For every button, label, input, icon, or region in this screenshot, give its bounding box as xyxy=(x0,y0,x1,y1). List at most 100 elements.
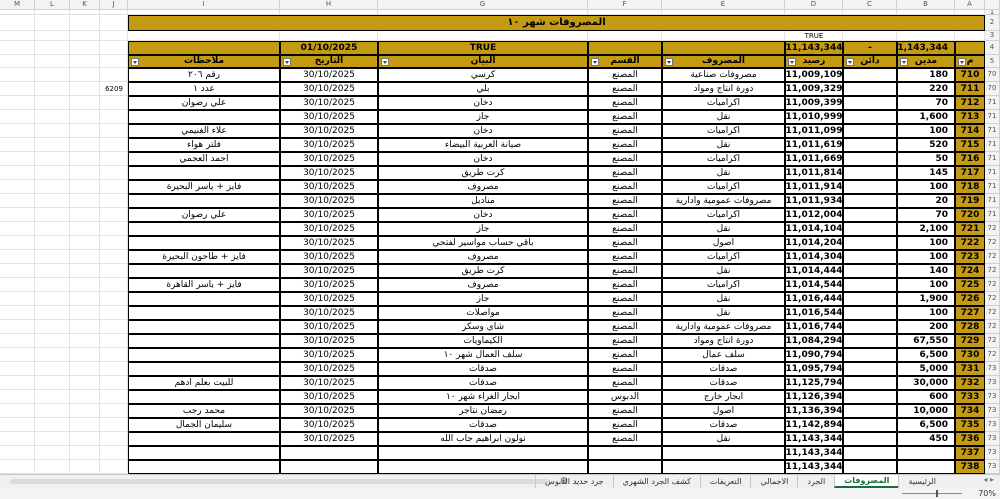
cell-balance[interactable]: 11,014,444 xyxy=(785,264,843,278)
grid-cell[interactable] xyxy=(70,306,100,320)
grid-cell[interactable] xyxy=(35,222,70,236)
grid-cell[interactable] xyxy=(35,264,70,278)
grid-cell[interactable] xyxy=(0,55,35,68)
cell-notes[interactable]: علي رضوان xyxy=(128,208,280,222)
cell-debit[interactable]: 10,000 xyxy=(897,404,955,418)
cell-date[interactable]: 30/10/2025 xyxy=(280,264,378,278)
grid-cell[interactable] xyxy=(0,152,35,166)
cell-statement[interactable]: جاز xyxy=(378,222,588,236)
cell-statement[interactable]: صدقات xyxy=(378,418,588,432)
cell-balance[interactable]: 11,143,344 xyxy=(785,432,843,446)
row-header[interactable]: 72 xyxy=(985,320,1000,334)
cell-statement[interactable]: مصروف xyxy=(378,278,588,292)
cell-statement[interactable]: مصروف xyxy=(378,180,588,194)
empty-cell[interactable] xyxy=(128,166,280,180)
filter-button[interactable] xyxy=(958,58,966,66)
cell-no[interactable]: 713 xyxy=(955,110,985,124)
grid-cell[interactable] xyxy=(0,376,35,390)
cell-statement[interactable]: مواصلات xyxy=(378,306,588,320)
cell-dept[interactable]: المصنع xyxy=(588,124,662,138)
row-header[interactable]: 72 xyxy=(985,306,1000,320)
cell-no[interactable]: 712 xyxy=(955,96,985,110)
cell-date[interactable]: 30/10/2025 xyxy=(280,250,378,264)
grid-cell[interactable] xyxy=(70,194,100,208)
cell-debit[interactable]: 180 xyxy=(897,68,955,82)
cell-notes[interactable]: علاء الغنيمي xyxy=(128,124,280,138)
cell-expense[interactable]: اكراميات xyxy=(662,180,785,194)
cell-dept[interactable]: المصنع xyxy=(588,250,662,264)
cell-statement[interactable]: الكيماويات xyxy=(378,334,588,348)
cell-date[interactable]: 30/10/2025 xyxy=(280,236,378,250)
cell-dept[interactable]: المصنع xyxy=(588,82,662,96)
cell-statement[interactable]: كرسي xyxy=(378,68,588,82)
empty-cell[interactable] xyxy=(843,68,897,82)
grid-cell[interactable] xyxy=(70,68,100,82)
cell-dept[interactable]: المصنع xyxy=(588,152,662,166)
grid-cell[interactable] xyxy=(35,432,70,446)
grid-cell[interactable] xyxy=(0,166,35,180)
cell-balance[interactable]: 11,014,304 xyxy=(785,250,843,264)
grid-cell[interactable] xyxy=(35,250,70,264)
cell-dept[interactable]: المصنع xyxy=(588,110,662,124)
empty-cell[interactable] xyxy=(128,194,280,208)
row-header[interactable]: 71 xyxy=(985,194,1000,208)
filter-button[interactable] xyxy=(846,58,854,66)
cell-balance[interactable]: 11,016,744 xyxy=(785,320,843,334)
cell-no[interactable]: 716 xyxy=(955,152,985,166)
cell-date[interactable]: 30/10/2025 xyxy=(280,348,378,362)
cell-debit[interactable]: 6,500 xyxy=(897,348,955,362)
cell-no[interactable]: 729 xyxy=(955,334,985,348)
grid-cell[interactable] xyxy=(35,208,70,222)
grid-cell[interactable] xyxy=(378,10,588,15)
cell-dept[interactable]: المصنع xyxy=(588,194,662,208)
cell-debit[interactable]: 140 xyxy=(897,264,955,278)
grid-cell[interactable] xyxy=(0,460,35,474)
cell-statement[interactable]: دخان xyxy=(378,152,588,166)
cell-statement[interactable]: دخان xyxy=(378,124,588,138)
cell-no[interactable]: 730 xyxy=(955,348,985,362)
cell-date[interactable]: 30/10/2025 xyxy=(280,390,378,404)
cell-debit[interactable]: 100 xyxy=(897,306,955,320)
cell-date[interactable]: 30/10/2025 xyxy=(280,306,378,320)
cell-debit[interactable]: 70 xyxy=(897,208,955,222)
row-header[interactable]: 72 xyxy=(985,278,1000,292)
cell-expense[interactable]: اكراميات xyxy=(662,250,785,264)
grid-cell[interactable] xyxy=(35,15,70,31)
row-header[interactable]: 71 xyxy=(985,138,1000,152)
grid-cell[interactable] xyxy=(35,152,70,166)
empty-cell[interactable] xyxy=(280,446,378,460)
grid-cell[interactable] xyxy=(100,446,128,460)
cell-balance[interactable]: 11,009,399 xyxy=(785,96,843,110)
empty-cell[interactable] xyxy=(843,404,897,418)
grid-cell[interactable] xyxy=(100,418,128,432)
grid-cell[interactable] xyxy=(70,124,100,138)
grid-cell[interactable] xyxy=(35,110,70,124)
grid-cell[interactable] xyxy=(100,31,128,41)
cell-balance[interactable]: 11,084,294 xyxy=(785,334,843,348)
cell-debit[interactable]: 1,900 xyxy=(897,292,955,306)
cell-balance[interactable]: 11,009,109 xyxy=(785,68,843,82)
empty-cell[interactable] xyxy=(280,460,378,474)
cell-notes[interactable]: محمد رجب xyxy=(128,404,280,418)
cell-date[interactable]: 30/10/2025 xyxy=(280,180,378,194)
cell-expense[interactable]: سلف عمال xyxy=(662,348,785,362)
cell-debit[interactable]: 100 xyxy=(897,124,955,138)
empty-cell[interactable] xyxy=(128,446,280,460)
empty-cell[interactable] xyxy=(128,348,280,362)
grid-cell[interactable] xyxy=(35,194,70,208)
cell-statement[interactable]: صدقات xyxy=(378,376,588,390)
cell-expense[interactable]: صدقات xyxy=(662,362,785,376)
cell-statement[interactable]: نولون ابراهيم جاب الله xyxy=(378,432,588,446)
grid-cell[interactable] xyxy=(70,55,100,68)
empty-cell[interactable] xyxy=(843,432,897,446)
cell-dept[interactable]: المصنع xyxy=(588,68,662,82)
grid-cell[interactable] xyxy=(100,292,128,306)
empty-cell[interactable] xyxy=(843,320,897,334)
row-header[interactable]: 70 xyxy=(985,82,1000,96)
grid-cell[interactable] xyxy=(100,41,128,55)
cell-statement[interactable]: سلف العمال شهر ١٠ xyxy=(378,348,588,362)
filter-button[interactable] xyxy=(283,58,291,66)
cell-dept[interactable]: المصنع xyxy=(588,180,662,194)
grid-cell[interactable] xyxy=(35,460,70,474)
cell-dept[interactable]: المصنع xyxy=(588,292,662,306)
